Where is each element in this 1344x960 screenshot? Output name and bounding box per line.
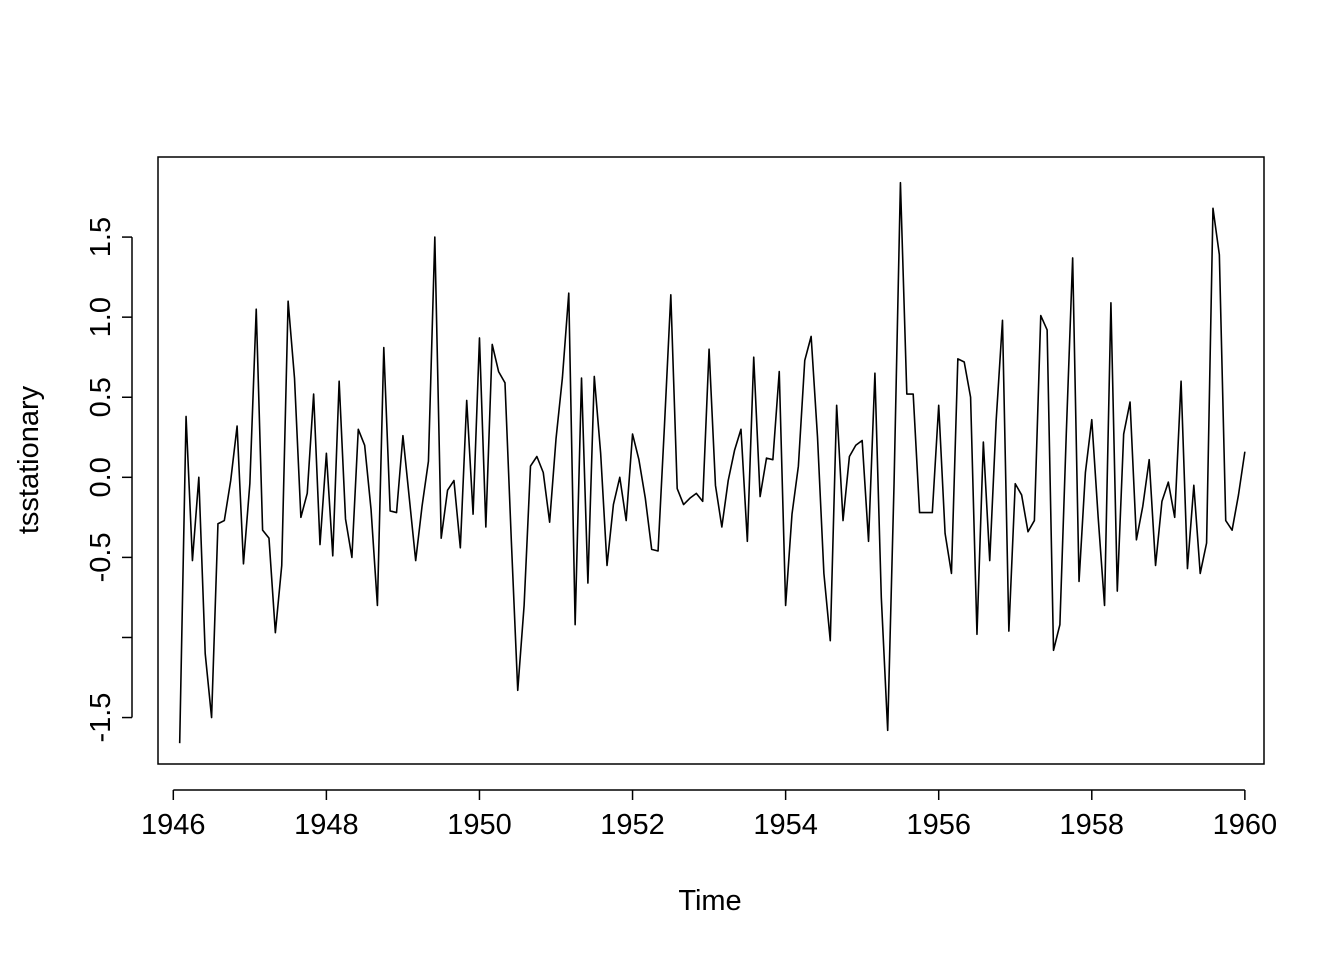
- x-tick-label: 1948: [294, 809, 359, 841]
- plot-frame: [157, 156, 1265, 765]
- y-tick-label: 1.0: [85, 297, 117, 337]
- series-group: [178, 181, 1246, 744]
- x-tick-label: 1960: [1213, 809, 1278, 841]
- y-tick-label: 0.5: [85, 377, 117, 417]
- x-tick-label: 1952: [600, 809, 665, 841]
- x-tick-label: 1956: [906, 809, 971, 841]
- x-axis: 1946 1948 1950 1952 1954 1956 1958 1960: [141, 789, 1278, 841]
- x-tick-label: 1950: [447, 809, 512, 841]
- x-tick-label: 1958: [1060, 809, 1125, 841]
- y-tick-label: 0.0: [85, 457, 117, 497]
- y-tick-label: -0.5: [85, 532, 117, 582]
- x-tick-label: 1954: [753, 809, 818, 841]
- x-axis-title: Time: [678, 885, 741, 917]
- series-line: [178, 181, 1246, 744]
- y-tick-label: -1.5: [85, 693, 117, 743]
- y-axis: -1.5 -0.5 0.0 0.5 1.0 1.5: [85, 217, 133, 743]
- x-tick-label: 1946: [141, 809, 206, 841]
- y-axis-title: tsstationary: [13, 385, 45, 534]
- y-tick-label: 1.5: [85, 217, 117, 257]
